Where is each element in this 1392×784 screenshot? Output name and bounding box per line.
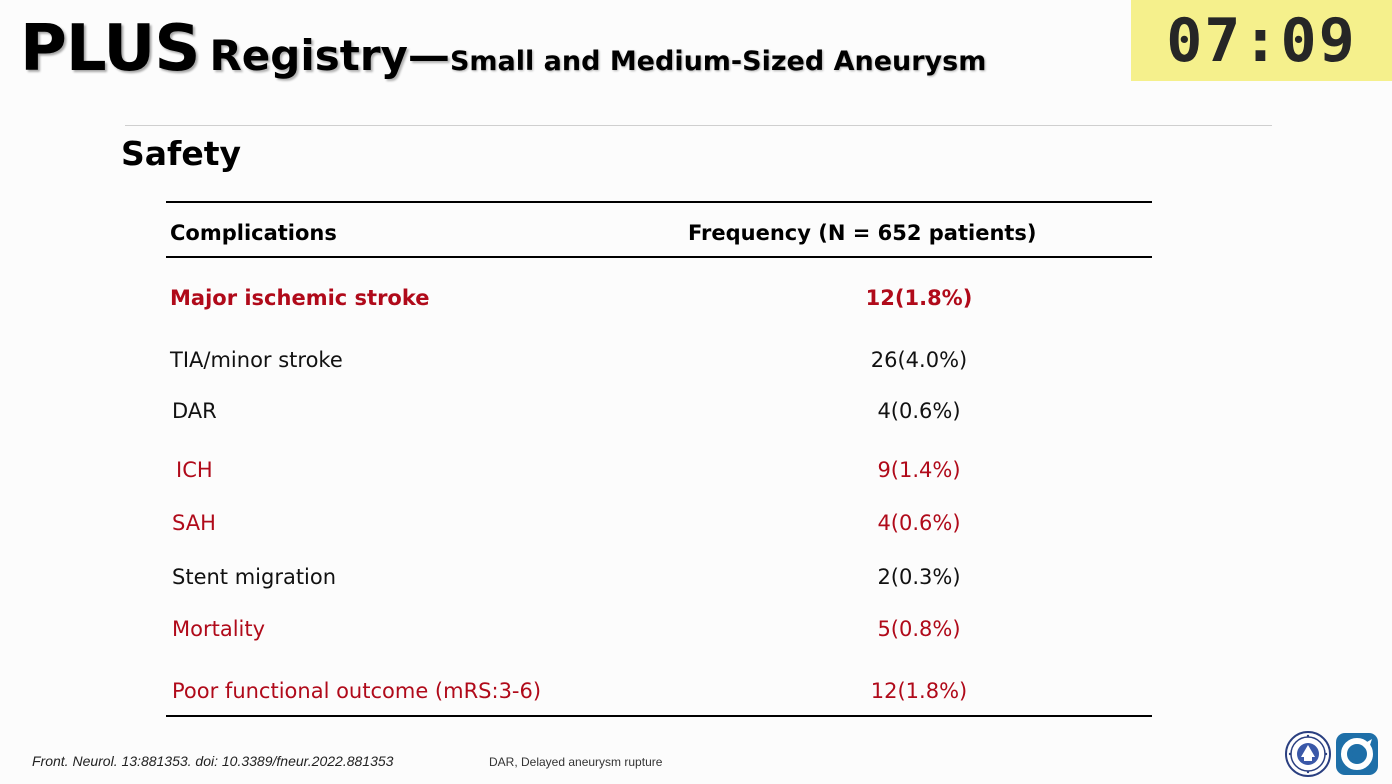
- row-label: TIA/minor stroke: [170, 348, 343, 372]
- row-value: 5(0.8%): [877, 617, 961, 641]
- row-value: 4(0.6%): [877, 399, 961, 423]
- title-registry: Registry—: [209, 31, 450, 80]
- row-value: 26(4.0%): [870, 348, 968, 372]
- row-value: 4(0.6%): [877, 511, 961, 535]
- row-value: 9(1.4%): [877, 458, 961, 482]
- row-label: ICH: [176, 458, 213, 482]
- title-subtitle: Small and Medium-Sized Aneurysm: [449, 46, 987, 77]
- table-row: DAR 4(0.6%): [0, 399, 1392, 429]
- timer-text: 07:09: [1166, 5, 1357, 76]
- countdown-timer: 07:09: [1131, 0, 1392, 81]
- table-row: Poor functional outcome (mRS:3-6) 12(1.8…: [0, 679, 1392, 709]
- header-complications: Complications: [170, 221, 337, 245]
- slide-title: PLUS Registry—Small and Medium-Sized Aneu…: [20, 12, 986, 86]
- society-logo-icon: [1336, 733, 1378, 775]
- table-row: SAH 4(0.6%): [0, 511, 1392, 541]
- section-title: Safety: [121, 134, 242, 173]
- title-plus: PLUS: [20, 12, 200, 86]
- table-row: ICH 9(1.4%): [0, 458, 1392, 488]
- university-seal-icon: [1285, 731, 1331, 777]
- header-frequency: Frequency (N = 652 patients): [688, 221, 1037, 245]
- table-row: Mortality 5(0.8%): [0, 617, 1392, 647]
- row-label: Stent migration: [172, 565, 337, 589]
- row-label: SAH: [172, 511, 216, 535]
- title-divider: [125, 125, 1272, 126]
- row-label: DAR: [172, 399, 217, 423]
- table-header-rule: [166, 256, 1152, 258]
- row-value: 12(1.8%): [865, 286, 973, 310]
- row-value: 12(1.8%): [870, 679, 968, 703]
- footer-reference: Front. Neurol. 13:881353. doi: 10.3389/f…: [32, 753, 394, 769]
- table-row: Major ischemic stroke 12(1.8%): [0, 286, 1392, 316]
- footer-note: DAR, Delayed aneurysm rupture: [489, 755, 663, 769]
- row-value: 2(0.3%): [877, 565, 961, 589]
- table-top-rule: [166, 201, 1152, 203]
- row-label: Major ischemic stroke: [170, 286, 430, 310]
- table-bottom-rule: [166, 715, 1152, 717]
- row-label: Poor functional outcome (mRS:3-6): [172, 679, 542, 703]
- table-row: TIA/minor stroke 26(4.0%): [0, 348, 1392, 378]
- table-row: Stent migration 2(0.3%): [0, 565, 1392, 595]
- row-label: Mortality: [172, 617, 266, 641]
